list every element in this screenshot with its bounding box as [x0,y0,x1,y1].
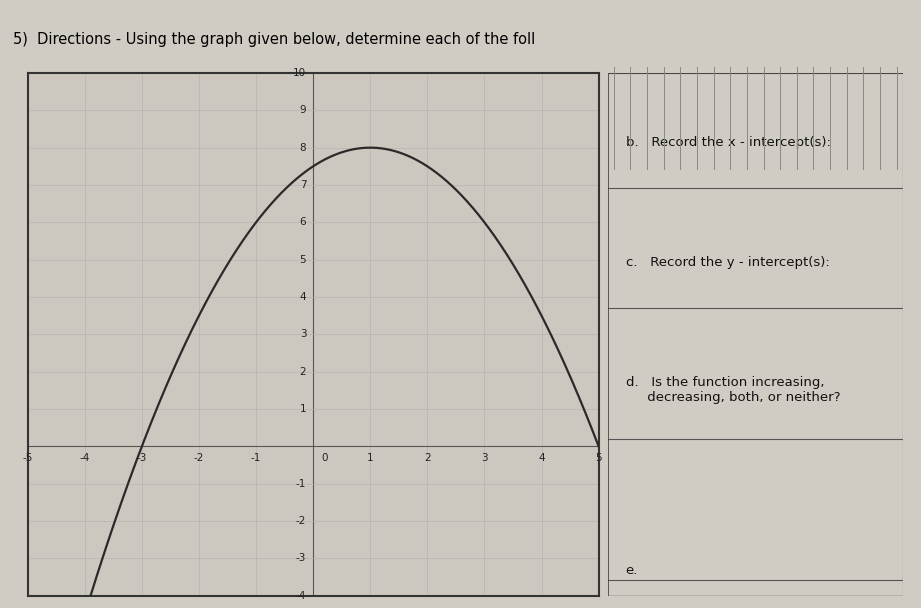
Text: 2: 2 [299,367,307,377]
Text: -1: -1 [251,453,262,463]
Text: -2: -2 [296,516,307,526]
Text: 5)  Directions - Using the graph given below, determine each of the foll: 5) Directions - Using the graph given be… [13,32,535,47]
Text: -2: -2 [193,453,204,463]
Text: 3: 3 [481,453,488,463]
Text: e.: e. [625,564,638,578]
Text: -4: -4 [79,453,90,463]
Text: -5: -5 [22,453,33,463]
Text: -3: -3 [296,553,307,564]
Text: 2: 2 [424,453,431,463]
Text: 3: 3 [299,330,307,339]
Text: 10: 10 [293,68,307,78]
Text: 8: 8 [299,143,307,153]
Text: 1: 1 [299,404,307,414]
Text: -4: -4 [296,591,307,601]
Text: 7: 7 [299,180,307,190]
Text: b.   Record the x - intercept(s):: b. Record the x - intercept(s): [625,136,831,149]
Text: c.   Record the y - intercept(s):: c. Record the y - intercept(s): [625,256,829,269]
Text: 0: 0 [321,453,328,463]
Text: 1: 1 [367,453,374,463]
Text: 9: 9 [299,105,307,116]
Text: d.   Is the function increasing,
     decreasing, both, or neither?: d. Is the function increasing, decreasin… [625,376,840,404]
Text: -3: -3 [136,453,147,463]
Text: 4: 4 [299,292,307,302]
Text: -1: -1 [296,478,307,489]
Text: 5: 5 [595,453,602,463]
Text: 4: 4 [538,453,545,463]
Text: 5: 5 [299,255,307,264]
Text: 6: 6 [299,217,307,227]
